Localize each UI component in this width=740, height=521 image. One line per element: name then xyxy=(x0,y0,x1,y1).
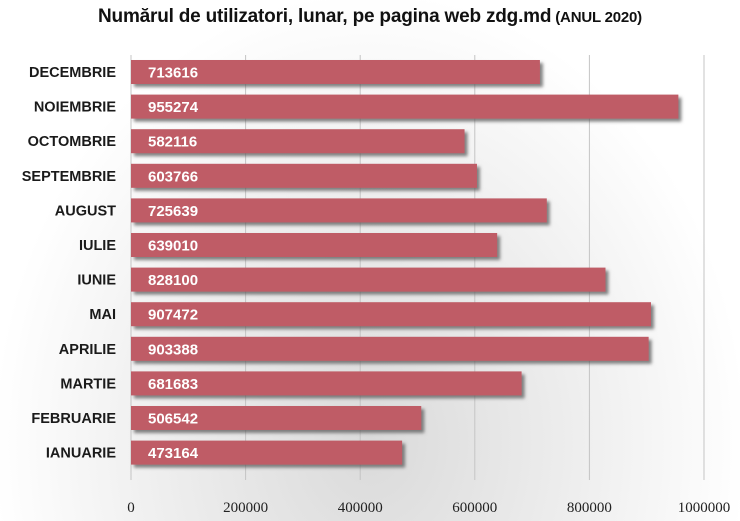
chart-title-main: Numărul de utilizatori, lunar, pe pagina… xyxy=(98,6,552,27)
bar-februarie xyxy=(131,406,422,430)
x-tick-label: 200000 xyxy=(223,500,268,516)
bar-noiembrie xyxy=(131,94,679,119)
category-label: NOIEMBRIE xyxy=(34,100,117,116)
category-label: MAI xyxy=(89,307,116,323)
bar-value-label: 506542 xyxy=(148,411,198,428)
bar-martie xyxy=(131,371,522,396)
x-tick-label: 1000000 xyxy=(678,500,731,516)
bar-value-label: 473164 xyxy=(148,445,199,462)
bar-value-label: 639010 xyxy=(148,238,198,255)
category-label: SEPTEMBRIE xyxy=(22,169,117,185)
bar-ianuarie xyxy=(131,440,403,465)
bar-value-label: 725639 xyxy=(148,203,198,220)
bar-value-label: 713616 xyxy=(148,65,198,82)
category-label: MARTIE xyxy=(60,376,116,392)
bars: 713616 955274 582116 603766 725639 639010 8281… xyxy=(131,60,679,465)
bar-value-label: 582116 xyxy=(148,134,197,151)
bar-value-label: 903388 xyxy=(148,341,198,358)
bar-value-label: 907472 xyxy=(148,307,198,324)
category-label: IULIE xyxy=(79,238,116,254)
category-label: DECEMBRIE xyxy=(29,65,116,81)
bar-octombrie xyxy=(131,129,465,154)
category-label: IUNIE xyxy=(77,273,116,289)
x-tick-label: 0 xyxy=(127,500,135,516)
bar-iulie xyxy=(131,233,498,257)
category-labels: DECEMBRIE NOIEMBRIE OCTOMBRIE SEPTEMBRIE AUG… xyxy=(22,65,117,462)
bar-aprilie xyxy=(131,336,649,361)
bar-mai xyxy=(131,302,651,327)
chart-title-subtitle: (ANUL 2020) xyxy=(555,9,642,26)
category-label: AUGUST xyxy=(55,203,116,219)
category-label: FEBRUARIE xyxy=(31,411,116,427)
bar-august xyxy=(131,198,547,223)
bar-value-label: 681683 xyxy=(148,376,198,393)
bar-value-label: 955274 xyxy=(148,99,199,116)
x-tick-label: 800000 xyxy=(567,500,612,516)
category-label: IANUARIE xyxy=(46,446,116,462)
bar-value-label: 828100 xyxy=(148,272,198,289)
category-label: APRILIE xyxy=(59,342,117,358)
chart-title: Numărul de utilizatori, lunar, pe pagina… xyxy=(0,6,740,28)
bar-septembrie xyxy=(131,163,477,188)
x-tick-label: 600000 xyxy=(452,500,497,516)
x-axis-ticks: 0 200000 400000 600000 800000 1000000 xyxy=(127,500,730,516)
bar-iunie xyxy=(131,267,606,292)
category-label: OCTOMBRIE xyxy=(28,134,117,150)
bar-value-label: 603766 xyxy=(148,168,198,185)
bar-decembrie xyxy=(131,60,540,84)
x-tick-label: 400000 xyxy=(338,500,383,516)
